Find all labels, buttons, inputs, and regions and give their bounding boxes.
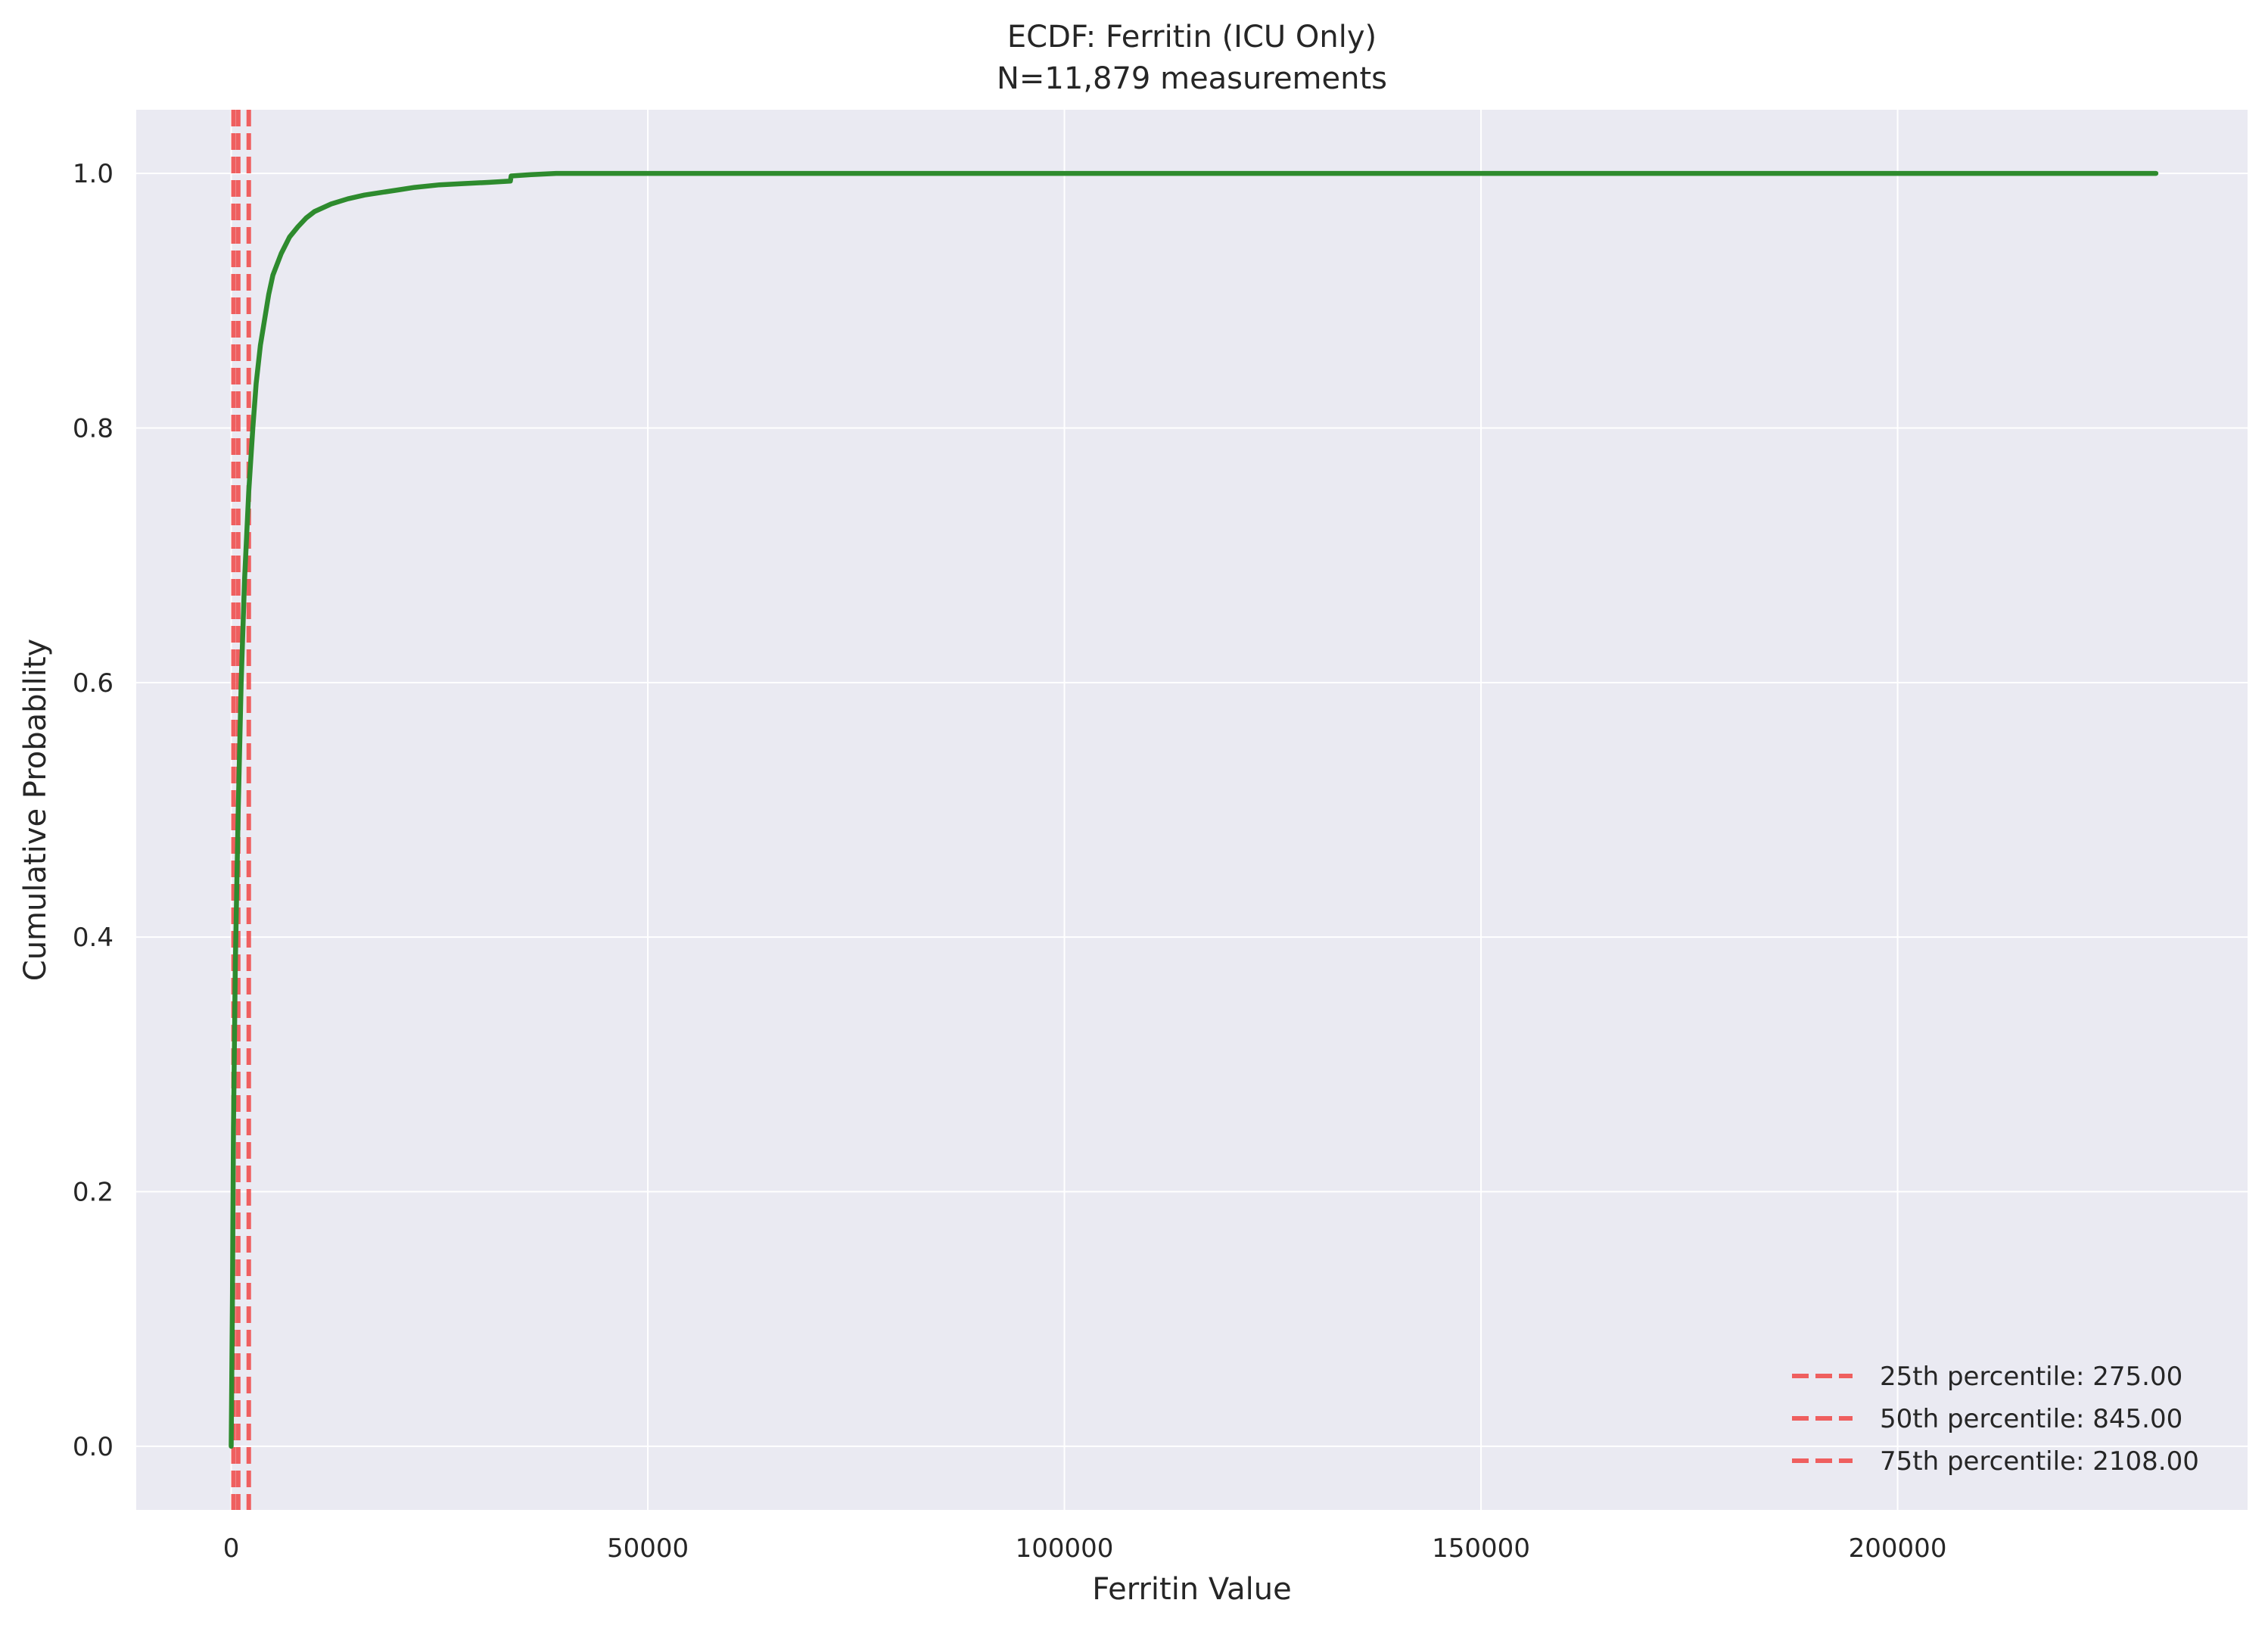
y-axis-ticks: 0.0 0.2 0.4 0.6 0.8 1.0 [73, 159, 114, 1462]
ecdf-series-line [229, 170, 2159, 1449]
x-tick-label: 50000 [607, 1533, 689, 1564]
legend-label: 25th percentile: 275.00 [1880, 1362, 2182, 1392]
y-axis-label: Cumulative Probability [18, 639, 53, 981]
y-tick-label: 0.4 [73, 923, 114, 953]
y-tick-label: 0.0 [73, 1432, 114, 1462]
x-axis-ticks: 0 50000 100000 150000 200000 [223, 1533, 1947, 1564]
legend-label: 75th percentile: 2108.00 [1880, 1446, 2199, 1477]
legend-label: 50th percentile: 845.00 [1880, 1404, 2182, 1434]
legend: 25th percentile: 275.00 50th percentile: … [1792, 1362, 2199, 1477]
chart-title: ECDF: Ferritin (ICU Only) [1007, 20, 1377, 54]
x-axis-label: Ferritin Value [1092, 1572, 1291, 1607]
y-tick-label: 0.2 [73, 1178, 114, 1208]
x-tick-label: 100000 [1016, 1533, 1114, 1564]
x-tick-label: 200000 [1849, 1533, 1947, 1564]
chart-subtitle: N=11,879 measurements [997, 61, 1387, 96]
x-tick-label: 150000 [1432, 1533, 1530, 1564]
y-tick-label: 0.8 [73, 413, 114, 444]
x-tick-label: 0 [223, 1533, 240, 1564]
y-tick-label: 1.0 [73, 159, 114, 189]
y-tick-label: 0.6 [73, 668, 114, 699]
plot-area [136, 110, 2248, 1510]
grid-lines [136, 110, 2248, 1510]
